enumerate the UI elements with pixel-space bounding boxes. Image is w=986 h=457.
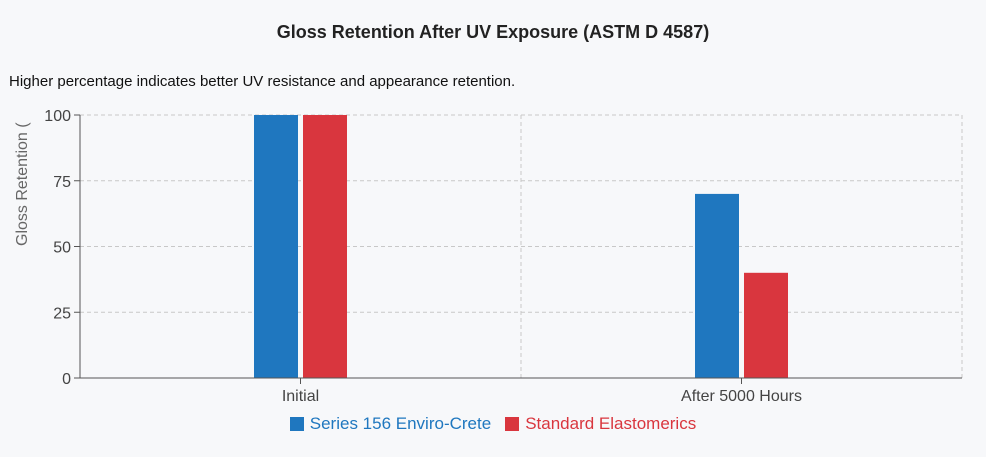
bar [303, 115, 347, 378]
y-tick-label: 25 [53, 305, 71, 322]
y-tick-label: 100 [44, 108, 71, 125]
chart-title: Gloss Retention After UV Exposure (ASTM … [276, 22, 710, 42]
chart-subtitle: Higher percentage indicates better UV re… [9, 73, 516, 90]
y-axis-label: Gloss Retention ( [14, 122, 31, 246]
legend-item-series-1[interactable]: Standard Elastomerics [505, 414, 696, 434]
y-tick-label: 75 [53, 174, 71, 191]
x-tick-label: Initial [282, 388, 319, 405]
legend-swatch-series-1 [505, 417, 520, 431]
y-tick-label: 0 [62, 371, 71, 388]
legend-label-series-1: Standard Elastomerics [525, 414, 697, 433]
legend-swatch-series-0 [289, 417, 304, 431]
bar [744, 272, 788, 378]
y-tick-label: 50 [53, 240, 71, 257]
bar [254, 115, 298, 378]
bar [695, 193, 739, 378]
chart-legend: Series 156 Enviro-Crete Standard Elastom… [0, 414, 986, 434]
legend-label-series-0: Series 156 Enviro-Crete [309, 414, 492, 433]
x-tick-label: After 5000 Hours [681, 388, 802, 405]
legend-item-series-0[interactable]: Series 156 Enviro-Crete [289, 414, 492, 434]
